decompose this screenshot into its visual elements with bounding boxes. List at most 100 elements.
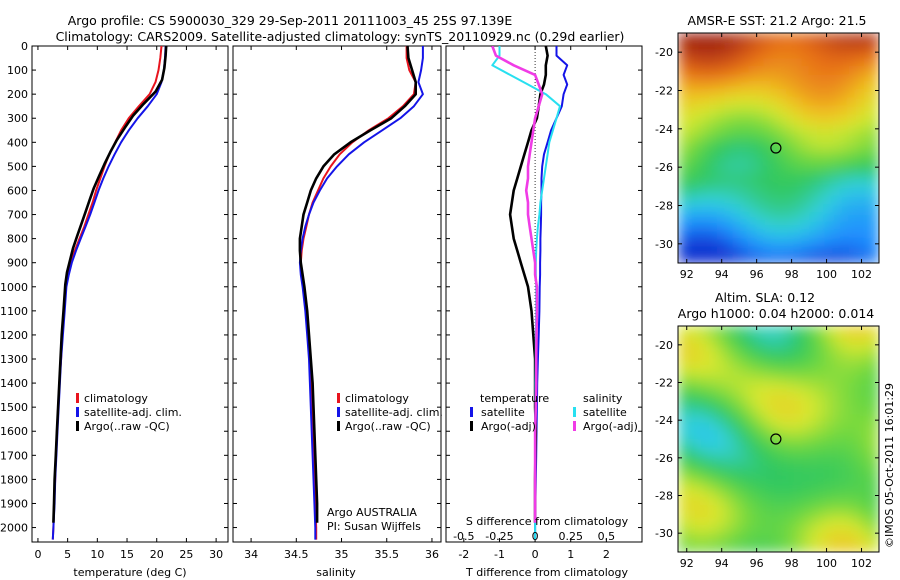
map-cell <box>863 90 872 100</box>
map-cell <box>840 115 849 124</box>
map-cell <box>832 205 841 215</box>
temperature-legend: climatology satellite-adj. clim. Argo(..… <box>76 392 182 433</box>
map-cell <box>794 463 803 472</box>
map-cell <box>678 527 687 537</box>
map-cell <box>708 139 718 149</box>
map-cell <box>801 49 810 59</box>
map-cell <box>832 334 841 343</box>
map-cell <box>863 455 872 464</box>
map-cell <box>809 471 818 480</box>
map-cell <box>708 519 718 529</box>
map-cell <box>794 487 803 497</box>
map-cell <box>763 246 772 256</box>
map-cell <box>678 180 687 190</box>
map-cell <box>809 90 818 100</box>
map-cell <box>739 238 749 248</box>
sst-map-panel: AMSR-E SST: 21.2 Argo: 21.5 92 94 96 98 100 1… <box>655 13 880 281</box>
imos-timestamp: ©IMOS 05-Oct-2011 16:01:29 <box>883 383 896 548</box>
map-cell <box>832 350 841 359</box>
map-cell <box>848 495 857 505</box>
map-cell <box>786 535 795 545</box>
map-cell <box>708 439 718 448</box>
map-cell <box>755 221 764 231</box>
x-tick-label: 5 <box>64 548 71 561</box>
map-cell <box>693 238 702 248</box>
map-cell <box>786 511 795 521</box>
map-cell <box>848 197 857 207</box>
map-cell <box>685 350 694 359</box>
lon-tick-label: 96 <box>750 268 764 281</box>
map-cell <box>832 33 841 42</box>
map-cell <box>716 519 725 529</box>
map-cell <box>778 422 787 432</box>
map-cell <box>708 495 718 505</box>
map-cell <box>708 374 718 384</box>
map-cell <box>755 519 764 529</box>
map-cell <box>863 106 872 116</box>
map-cell <box>801 430 810 440</box>
map-cell <box>794 49 803 59</box>
map-cell <box>855 131 865 141</box>
legend-label-satellite: satellite-adj. clim. <box>84 406 182 419</box>
map-cell <box>724 49 733 59</box>
map-cell <box>863 471 872 480</box>
map-cell <box>755 49 764 59</box>
map-cell <box>824 406 834 416</box>
map-cell <box>809 430 818 440</box>
argo-location-marker <box>770 433 782 445</box>
map-cell <box>716 238 725 248</box>
map-cell <box>848 406 857 416</box>
map-cell <box>763 342 772 351</box>
map-cell <box>840 189 849 198</box>
map-cell <box>732 106 741 116</box>
map-cell <box>770 414 780 424</box>
map-cell <box>724 65 733 75</box>
map-cell <box>716 189 725 198</box>
map-cell <box>778 131 787 141</box>
map-cell <box>824 334 834 343</box>
map-cell <box>824 398 834 408</box>
map-cell <box>794 115 803 124</box>
map-cell <box>840 98 849 108</box>
map-cell <box>755 65 764 75</box>
map-cell <box>809 74 818 83</box>
map-cell <box>724 82 733 92</box>
map-cell <box>871 511 879 521</box>
map-cell <box>685 238 694 248</box>
map-cell <box>863 189 872 198</box>
map-cell <box>848 57 857 67</box>
map-cell <box>794 503 803 513</box>
map-cell <box>716 74 725 83</box>
map-cell <box>855 535 865 545</box>
map-cell <box>824 535 834 545</box>
map-cell <box>747 197 756 207</box>
map-cell <box>786 189 795 198</box>
map-cell <box>763 511 772 521</box>
map-cell <box>732 422 741 432</box>
map-cell <box>824 156 834 165</box>
map-cell <box>824 495 834 505</box>
map-cell <box>770 471 780 480</box>
map-cell <box>855 82 865 92</box>
map-cell <box>778 406 787 416</box>
map-cell <box>701 246 710 256</box>
map-cell <box>786 487 795 497</box>
map-cell <box>786 254 795 263</box>
map-cell <box>747 254 756 263</box>
x-tick-label: 30 <box>209 548 223 561</box>
map-cell <box>855 342 865 351</box>
x-tick-label: 20 <box>150 548 164 561</box>
map-cell <box>739 334 749 343</box>
map-cell <box>678 246 687 256</box>
map-cell <box>716 398 725 408</box>
map-cell <box>739 430 749 440</box>
map-cell <box>786 422 795 432</box>
map-cell <box>724 398 733 408</box>
lon-tick-label: 92 <box>680 268 694 281</box>
legend-label-s-satellite: satellite <box>583 406 627 419</box>
map-cell <box>778 90 787 100</box>
map-cell <box>786 358 795 367</box>
map-cell <box>770 382 780 392</box>
map-cell <box>809 230 818 239</box>
map-cell <box>678 164 687 174</box>
